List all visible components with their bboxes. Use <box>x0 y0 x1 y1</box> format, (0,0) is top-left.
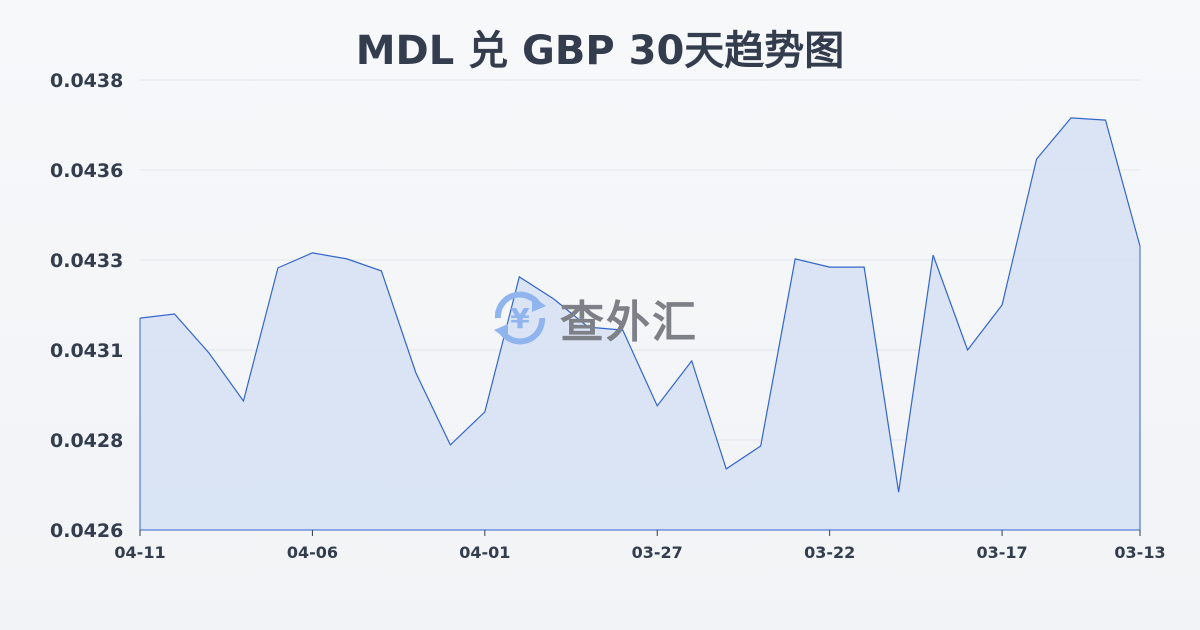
y-tick-label: 0.0428 <box>50 430 123 452</box>
series-line <box>139 117 1141 493</box>
x-tick-label: 03-17 <box>976 543 1027 562</box>
y-tick-label: 0.0436 <box>50 160 123 182</box>
y-tick-label: 0.0438 <box>50 70 123 92</box>
yen-exchange-icon: ¥ <box>494 291 546 345</box>
x-tick-label: 03-13 <box>1114 543 1165 562</box>
watermark: ¥ 查外汇 <box>488 286 698 350</box>
x-tick-label: 03-22 <box>804 543 855 562</box>
area-fill <box>140 117 1140 530</box>
y-tick-label: 0.0433 <box>50 250 123 272</box>
y-tick-label: 0.0426 <box>50 520 123 542</box>
chart-title: MDL 兑 GBP 30天趋势图 <box>355 28 845 74</box>
x-tick-label: 04-01 <box>459 543 510 562</box>
x-tick-label: 04-06 <box>287 543 338 562</box>
x-tick-label: 04-11 <box>114 543 165 562</box>
x-tick-label: 03-27 <box>632 543 683 562</box>
watermark-text: 查外汇 <box>560 297 698 348</box>
y-tick-label: 0.0431 <box>50 340 123 362</box>
svg-text:¥: ¥ <box>510 302 530 335</box>
